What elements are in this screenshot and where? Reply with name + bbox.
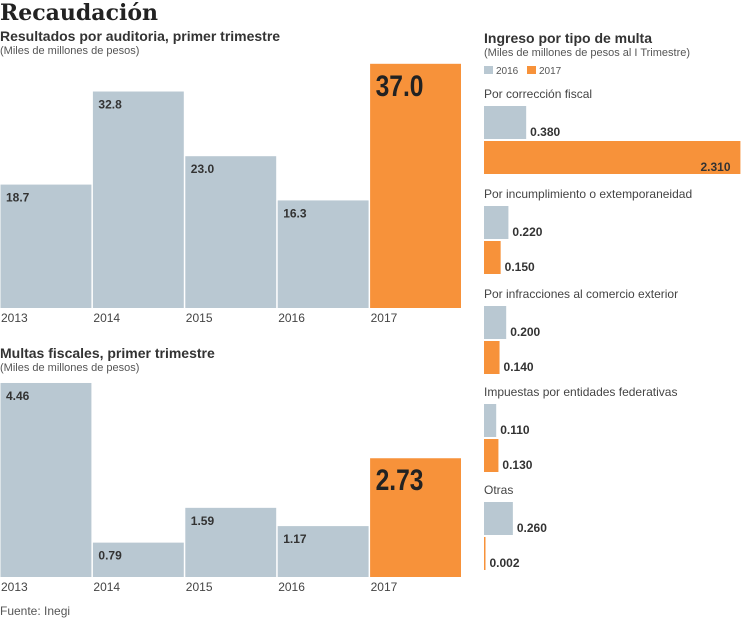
value-label-2016: 0.110: [500, 423, 530, 437]
value-label-2016: 0.380: [530, 125, 560, 139]
bar-2017: [484, 341, 500, 374]
chart1-x-tick-label: 2013: [1, 311, 28, 325]
bar-2017: [484, 141, 741, 174]
legend-swatch-2016: [484, 66, 493, 74]
chart1-x-tick-label: 2014: [93, 311, 120, 325]
category-label: Por corrección fiscal: [484, 87, 592, 101]
value-label-2017: 0.140: [504, 360, 534, 374]
chart2-bar-2014: [92, 542, 184, 577]
value-label-2017: 0.002: [490, 556, 520, 570]
chart2-bar-2015: [185, 507, 277, 577]
chart2-value-label: 4.46: [6, 389, 30, 403]
legend-label-2017: 2017: [539, 66, 562, 77]
chart2-x-tick-label: 2015: [186, 580, 213, 594]
chart2-title: Multas fiscales, primer trimestre: [0, 345, 215, 361]
bar-2017: [484, 241, 501, 274]
chart2-bar-2017: [370, 458, 461, 577]
category-label: Por infracciones al comercio exterior: [484, 287, 678, 301]
chart2-bar-2016: [277, 526, 369, 577]
category-label: Impuestas por entidades federativas: [484, 385, 677, 399]
chart1-value-label: 23.0: [191, 162, 215, 176]
chart3-subtitle: (Miles de millones de pesos al I Trimest…: [484, 47, 691, 59]
chart2-value-label: 2.73: [376, 463, 424, 497]
chart1-bar-2014: [92, 91, 184, 309]
source-note: Fuente: Inegi: [0, 604, 71, 618]
chart2-x-tick-label: 2017: [371, 580, 398, 594]
chart1-x-tick-label: 2017: [371, 311, 398, 325]
chart1-value-label: 37.0: [376, 68, 424, 102]
chart1-value-label: 16.3: [283, 206, 307, 220]
chart2-bar-2013: [0, 382, 92, 577]
chart1-value-label: 18.7: [6, 191, 30, 205]
bar-2016: [484, 404, 497, 437]
bar-2016: [484, 206, 509, 239]
chart1-x-tick-label: 2015: [186, 311, 213, 325]
chart1-bar-2016: [277, 200, 369, 308]
main-title: Recaudación: [0, 0, 158, 26]
chart2-x-tick-label: 2016: [278, 580, 305, 594]
chart2-value-label: 0.79: [98, 549, 122, 563]
bar-2016: [484, 502, 513, 535]
chart1-bar-2015: [185, 156, 277, 308]
chart2-value-label: 1.59: [191, 514, 215, 528]
chart1-value-label: 32.8: [98, 98, 122, 112]
bar-2017: [484, 439, 499, 472]
legend-swatch-2017: [527, 66, 536, 74]
chart2-value-label: 1.17: [283, 532, 307, 546]
value-label-2017: 2.310: [701, 160, 731, 174]
chart1-bar-2013: [0, 184, 92, 308]
value-label-2016: 0.260: [517, 521, 547, 535]
chart2-subtitle: (Miles de millones de pesos): [0, 362, 140, 374]
chart1-title: Resultados por auditoria, primer trimest…: [0, 28, 281, 44]
category-label: Otras: [484, 483, 513, 497]
bar-2016: [484, 306, 507, 339]
chart1-bar-2017: [370, 63, 461, 308]
bar-2016: [484, 106, 527, 139]
chart2-x-tick-label: 2013: [1, 580, 28, 594]
chart1-subtitle: (Miles de millones de pesos): [0, 45, 140, 57]
chart3-title: Ingreso por tipo de multa: [484, 30, 653, 46]
legend-label-2016: 2016: [496, 66, 519, 77]
chart1-x-tick-label: 2016: [278, 311, 305, 325]
value-label-2017: 0.150: [505, 260, 535, 274]
value-label-2017: 0.130: [502, 458, 532, 472]
value-label-2016: 0.220: [512, 225, 542, 239]
value-label-2016: 0.200: [510, 325, 540, 339]
chart2-x-tick-label: 2014: [93, 580, 120, 594]
category-label: Por incumplimiento o extemporaneidad: [484, 187, 692, 201]
bar-2017: [484, 537, 486, 570]
